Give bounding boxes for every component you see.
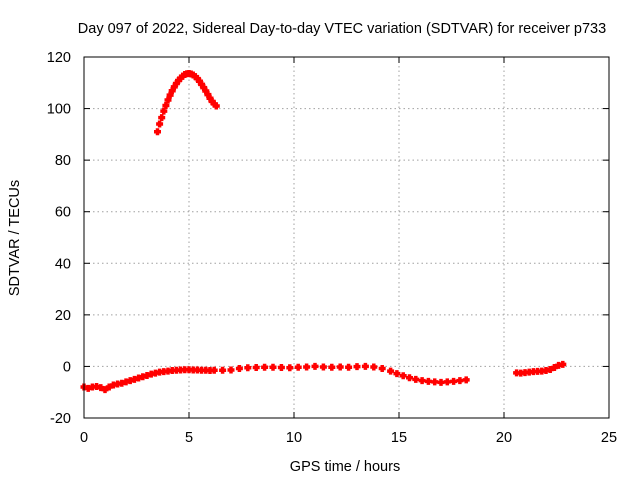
y-tick-label: 0 [63, 359, 71, 375]
y-tick-label: 100 [47, 102, 71, 118]
data-point [227, 366, 235, 374]
x-tick-labels: 0 5 10 15 20 25 [80, 430, 617, 446]
data-point [370, 363, 378, 371]
data-point [546, 366, 554, 374]
data-point [158, 114, 166, 122]
data-point [437, 378, 445, 386]
x-tick-label: 0 [80, 430, 88, 446]
data-point [311, 362, 319, 370]
series-arc-high [154, 70, 220, 136]
data-point [166, 91, 174, 99]
y-tick-label: 40 [55, 256, 71, 272]
data-point [399, 372, 407, 380]
x-tick-label: 15 [391, 430, 407, 446]
data-point [378, 364, 386, 372]
data-point [559, 360, 567, 368]
data-point [154, 128, 161, 136]
series-arc-main [80, 362, 470, 394]
data-point [443, 378, 451, 386]
data-point [336, 363, 344, 371]
data-point [387, 367, 395, 375]
data-point [393, 370, 401, 378]
data-point [97, 384, 105, 392]
data-point [162, 101, 170, 109]
data-point [412, 375, 420, 383]
data-point [164, 96, 172, 104]
tick-marks [83, 56, 610, 419]
data-point [431, 378, 439, 386]
y-tick-label: 20 [55, 308, 71, 324]
x-tick-label: 20 [496, 430, 512, 446]
x-tick-label: 5 [185, 430, 193, 446]
data-point [105, 383, 113, 391]
data-point [450, 377, 458, 385]
data-point [361, 362, 369, 370]
data-point [462, 376, 470, 384]
data-point [212, 102, 220, 110]
data-point [303, 363, 311, 371]
series-arc-late [513, 360, 567, 377]
data-point [424, 377, 432, 385]
data-point [456, 377, 464, 385]
grid-lines [84, 57, 609, 418]
data-point [277, 363, 285, 371]
y-axis-label: SDTVAR / TECUs [7, 180, 23, 296]
data-point [156, 120, 164, 128]
data-points [80, 70, 567, 394]
data-point [244, 364, 252, 372]
x-tick-label: 10 [286, 430, 302, 446]
y-tick-label: -20 [50, 411, 71, 427]
data-point [235, 364, 243, 372]
data-point [345, 363, 353, 371]
data-point [160, 107, 168, 115]
data-point [269, 363, 277, 371]
y-tick-label: 80 [55, 153, 71, 169]
data-point [286, 364, 294, 372]
data-point [406, 374, 413, 382]
data-point [353, 363, 361, 371]
data-point [328, 363, 336, 371]
x-tick-label: 25 [601, 430, 617, 446]
data-point [261, 363, 269, 371]
data-point [319, 363, 327, 371]
y-tick-labels: -20 0 20 40 60 80 100 120 [47, 50, 71, 427]
y-tick-label: 120 [47, 50, 71, 66]
data-point [219, 366, 227, 374]
data-point [101, 386, 109, 394]
data-point [252, 363, 260, 371]
data-point [418, 377, 426, 385]
x-axis-label: GPS time / hours [290, 459, 400, 475]
data-point [210, 366, 218, 374]
data-point [294, 363, 302, 371]
data-point [550, 363, 558, 371]
chart-title: Day 097 of 2022, Sidereal Day-to-day VTE… [78, 21, 606, 37]
plot-frame [83, 56, 610, 419]
y-tick-label: 60 [55, 205, 71, 221]
